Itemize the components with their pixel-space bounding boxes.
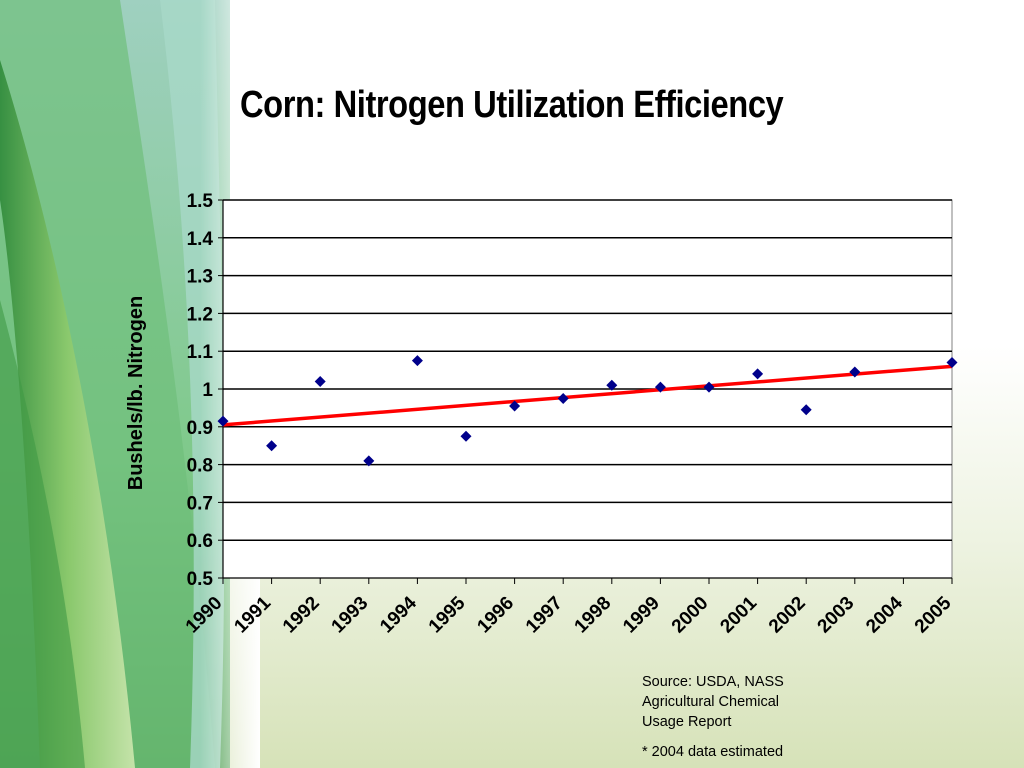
footnote: * 2004 data estimated: [642, 744, 784, 760]
data-point: [703, 381, 715, 393]
data-point: [557, 392, 569, 404]
x-tick-label: 1994: [376, 592, 421, 637]
x-tick-label: 1993: [328, 593, 373, 638]
data-point: [314, 375, 326, 387]
y-tick-label: 1.2: [187, 304, 213, 325]
y-tick-label: 0.6: [187, 531, 213, 552]
y-tick-label: 0.9: [187, 418, 213, 439]
corn-leaf-background: [0, 0, 260, 768]
x-tick-label: 1990: [182, 593, 227, 638]
x-tick-label: 2003: [814, 593, 859, 638]
x-tick-label: 2005: [911, 592, 956, 637]
data-point: [800, 404, 812, 416]
data-point: [460, 430, 472, 442]
data-point: [946, 357, 958, 369]
y-tick-label: 1.4: [187, 229, 214, 250]
x-tick-label: 1996: [473, 593, 518, 638]
trendline: [222, 364, 953, 427]
data-point: [266, 440, 278, 452]
data-point: [752, 368, 764, 380]
y-tick-label: 1: [202, 380, 213, 401]
x-tick-label: 2000: [668, 593, 713, 638]
x-tick-label: 1999: [619, 593, 664, 638]
data-point: [654, 381, 666, 393]
x-tick-label: 1998: [571, 593, 616, 638]
data-point: [849, 366, 861, 378]
data-point: [606, 379, 618, 391]
source-line: Source: USDA, NASS: [642, 674, 784, 690]
x-tick-label: 2002: [765, 593, 810, 638]
x-tick-label: 1991: [230, 592, 275, 637]
x-tick-label: 2001: [716, 592, 761, 637]
y-tick-label: 1.5: [187, 191, 214, 212]
chart-title: Corn: Nitrogen Utilization Efficiency: [240, 84, 784, 126]
data-point: [363, 455, 375, 467]
x-tick-label: 1992: [279, 593, 324, 638]
data-point: [217, 415, 229, 427]
x-tick-label: 2004: [862, 592, 907, 637]
source-line: Usage Report: [642, 714, 732, 730]
y-tick-label: 1.3: [187, 267, 213, 288]
y-tick-label: 1.1: [187, 342, 214, 363]
y-tick-label: 0.8: [187, 456, 213, 477]
data-point: [411, 355, 423, 367]
x-tick-label: 1997: [522, 593, 567, 638]
y-axis-label: Bushels/lb. Nitrogen: [125, 296, 147, 490]
y-tick-label: 0.7: [187, 493, 213, 514]
data-point: [509, 400, 521, 412]
x-tick-label: 1995: [425, 592, 470, 637]
y-tick-label: 0.5: [187, 569, 214, 590]
source-note: Source: USDA, NASS Agricultural Chemical…: [642, 672, 842, 762]
source-line: Agricultural Chemical: [642, 694, 779, 710]
